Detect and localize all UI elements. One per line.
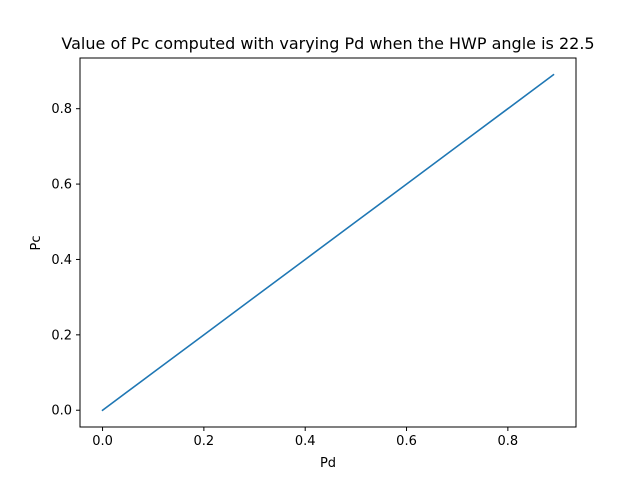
- plot-frame: [79, 57, 577, 428]
- x-tick-label: 0.4: [295, 434, 316, 449]
- x-tick-label: 0.8: [498, 434, 519, 449]
- x-tick-label: 0.2: [194, 434, 215, 449]
- x-axis: 0.0 0.2 0.4 0.6 0.8: [92, 427, 518, 449]
- y-axis-label: Pc: [29, 236, 44, 251]
- chart-title: Value of Pc computed with varying Pd whe…: [61, 34, 594, 53]
- y-tick-label: 0.6: [51, 178, 72, 193]
- y-tick-label: 0.4: [51, 253, 72, 268]
- y-tick-label: 0.0: [51, 404, 72, 419]
- plot-area: [79, 57, 577, 428]
- x-axis-label: Pd: [320, 456, 336, 471]
- y-tick-label: 0.2: [51, 328, 72, 343]
- y-axis: 0.0 0.2 0.4 0.6 0.8: [51, 102, 80, 419]
- x-tick-label: 0.0: [92, 434, 113, 449]
- series-line: [101, 73, 555, 412]
- y-tick-label: 0.8: [51, 102, 72, 117]
- series-layer: [101, 73, 555, 412]
- x-tick-label: 0.6: [396, 434, 417, 449]
